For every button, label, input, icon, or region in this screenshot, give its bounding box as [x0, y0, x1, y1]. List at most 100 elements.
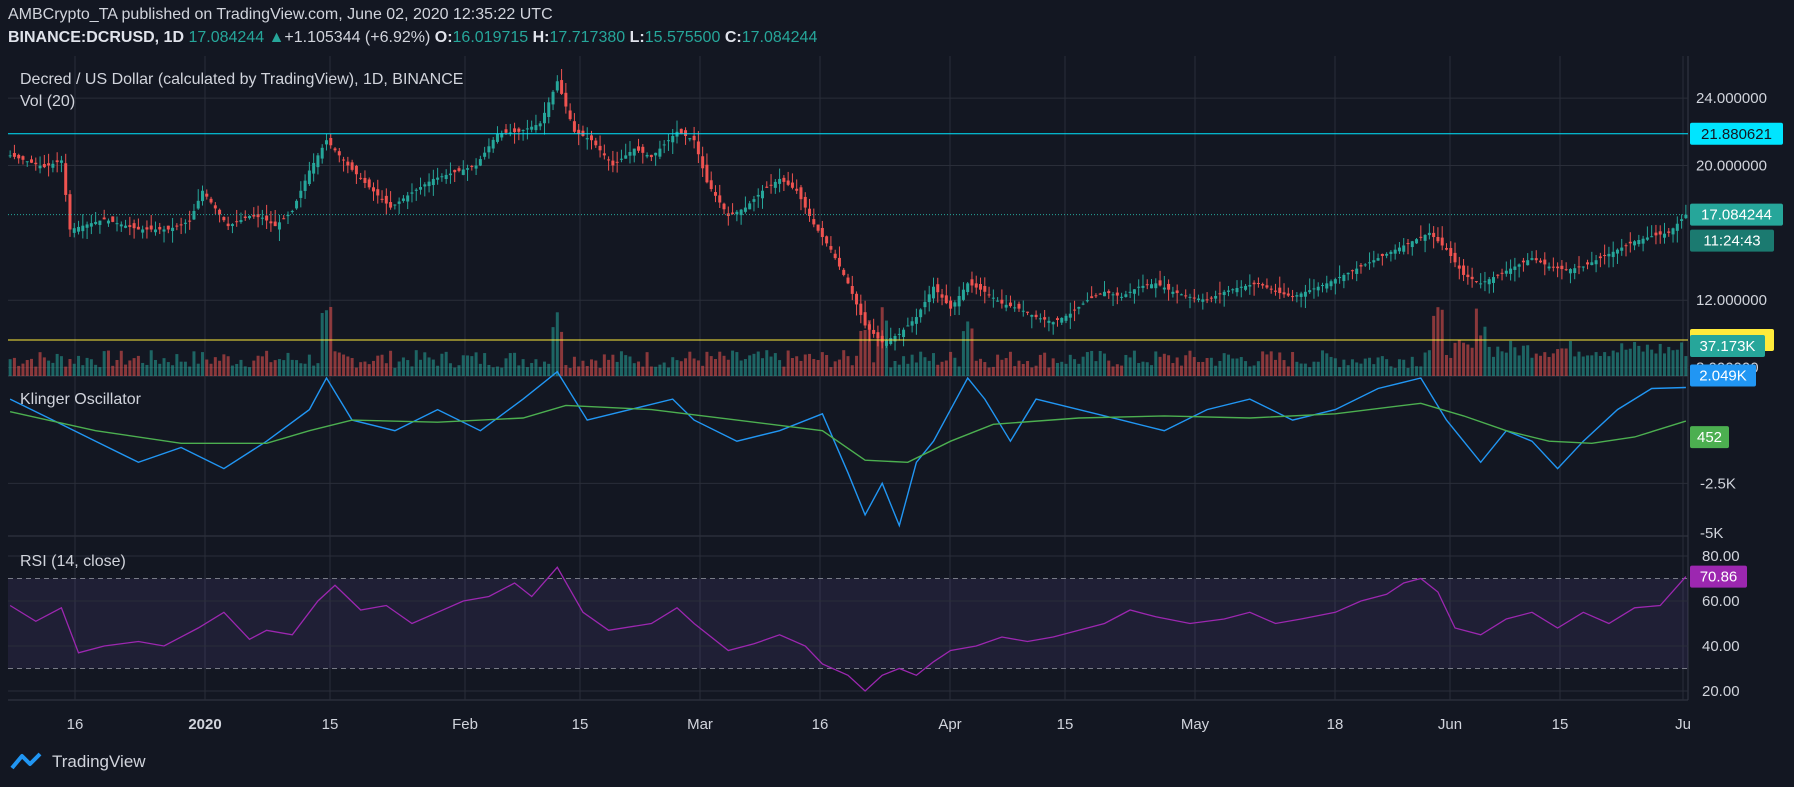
candle-body: [401, 198, 405, 201]
volume-bar: [923, 357, 927, 376]
candle-body: [1291, 296, 1295, 298]
candle-body: [1487, 279, 1491, 285]
candle-body: [692, 135, 696, 141]
volume-bar: [21, 363, 25, 376]
candle-body: [1346, 272, 1350, 275]
volume-bar: [1423, 352, 1427, 376]
candle-body: [68, 194, 72, 230]
candle-body: [765, 186, 769, 188]
volume-bar: [1368, 357, 1372, 376]
volume-bar: [277, 359, 281, 376]
candle-body: [1214, 296, 1218, 299]
level-label-resistance: 21.880621: [1701, 126, 1772, 143]
candle-body: [577, 129, 581, 134]
candle-body: [1658, 231, 1662, 235]
candle-body: [1338, 277, 1342, 279]
candle-body: [1611, 251, 1615, 258]
candle-body: [1325, 283, 1329, 289]
candle-body: [483, 152, 487, 157]
candle-body: [1064, 315, 1068, 321]
candle-body: [884, 340, 888, 346]
candle-body: [1090, 296, 1094, 299]
volume-bar: [1662, 353, 1666, 376]
volume-bar: [855, 355, 859, 376]
candle-body: [1581, 266, 1585, 268]
volume-bar: [1551, 353, 1555, 376]
candle-body: [645, 154, 649, 157]
volume-bar: [487, 364, 491, 376]
volume-bar: [632, 363, 636, 376]
klinger-value-label-bg: [1690, 364, 1756, 387]
candle-body: [829, 246, 833, 250]
candle-body: [662, 144, 666, 146]
volume-bar: [1359, 363, 1363, 376]
candle-body: [906, 325, 910, 327]
volume-bar: [1654, 353, 1658, 376]
volume-bar: [466, 355, 470, 376]
volume-bar: [192, 351, 196, 376]
volume-bar: [611, 354, 615, 376]
candle-body: [1590, 262, 1594, 266]
rsi-line: [9, 566, 1687, 692]
candle-body: [124, 225, 128, 228]
candle-body: [598, 145, 602, 151]
candle-body: [47, 163, 51, 166]
candle-body: [495, 133, 499, 142]
candle-body: [427, 181, 431, 187]
candle-body: [1017, 303, 1021, 309]
volume-bar: [1308, 367, 1312, 376]
volume-bar: [752, 353, 756, 376]
candle-body: [1137, 286, 1141, 288]
volume-bar: [525, 367, 529, 376]
candle-body: [209, 198, 213, 203]
candle-body: [611, 160, 615, 166]
volume-bar: [115, 360, 119, 376]
x-tick-label: 15: [572, 716, 589, 733]
candle-body: [1410, 241, 1414, 248]
volume-bar: [761, 358, 764, 376]
volume-bar: [1201, 361, 1205, 376]
volume-bar: [1171, 363, 1175, 376]
volume-bar: [239, 359, 243, 376]
high-value: 17.717380: [549, 29, 626, 46]
candle-body: [1466, 274, 1470, 278]
candle-body: [453, 169, 457, 173]
candle-body: [72, 228, 76, 233]
volume-bar: [966, 321, 970, 376]
volume-bar: [590, 359, 594, 376]
volume-bar: [786, 350, 790, 376]
candle-body: [547, 102, 551, 117]
volume-bar: [299, 363, 303, 376]
volume-bar: [1346, 365, 1350, 376]
volume-bar: [1402, 359, 1406, 376]
candle-body: [1226, 290, 1230, 292]
volume-bar: [782, 366, 786, 376]
last-price-label-bg: [1690, 203, 1783, 226]
rsi-value-label: 70.86: [1700, 569, 1738, 586]
candle-body: [1470, 276, 1474, 280]
volume-bar: [77, 355, 81, 376]
volume-bar: [944, 360, 948, 376]
candle-body: [876, 332, 880, 339]
volume-bar: [1038, 354, 1042, 376]
volume-bar: [756, 351, 760, 376]
candle-body: [440, 176, 444, 178]
volume-bar: [30, 358, 34, 376]
volume-bar: [598, 367, 602, 376]
volume-bar: [1026, 360, 1030, 376]
volume-bar: [1154, 351, 1158, 376]
candle-body: [1380, 253, 1384, 256]
volume-bar: [1205, 357, 1209, 376]
candle-body: [542, 112, 546, 124]
volume-bar: [1385, 359, 1389, 376]
candle-body: [436, 177, 440, 180]
volume-bar: [183, 361, 187, 376]
volume-bar: [1389, 366, 1393, 376]
candle-body: [183, 222, 187, 224]
volume-bar: [662, 362, 666, 376]
volume-bar: [961, 331, 965, 376]
volume-bar: [1474, 308, 1478, 376]
volume-bar: [773, 353, 777, 376]
brand-name: TradingView: [52, 752, 146, 771]
